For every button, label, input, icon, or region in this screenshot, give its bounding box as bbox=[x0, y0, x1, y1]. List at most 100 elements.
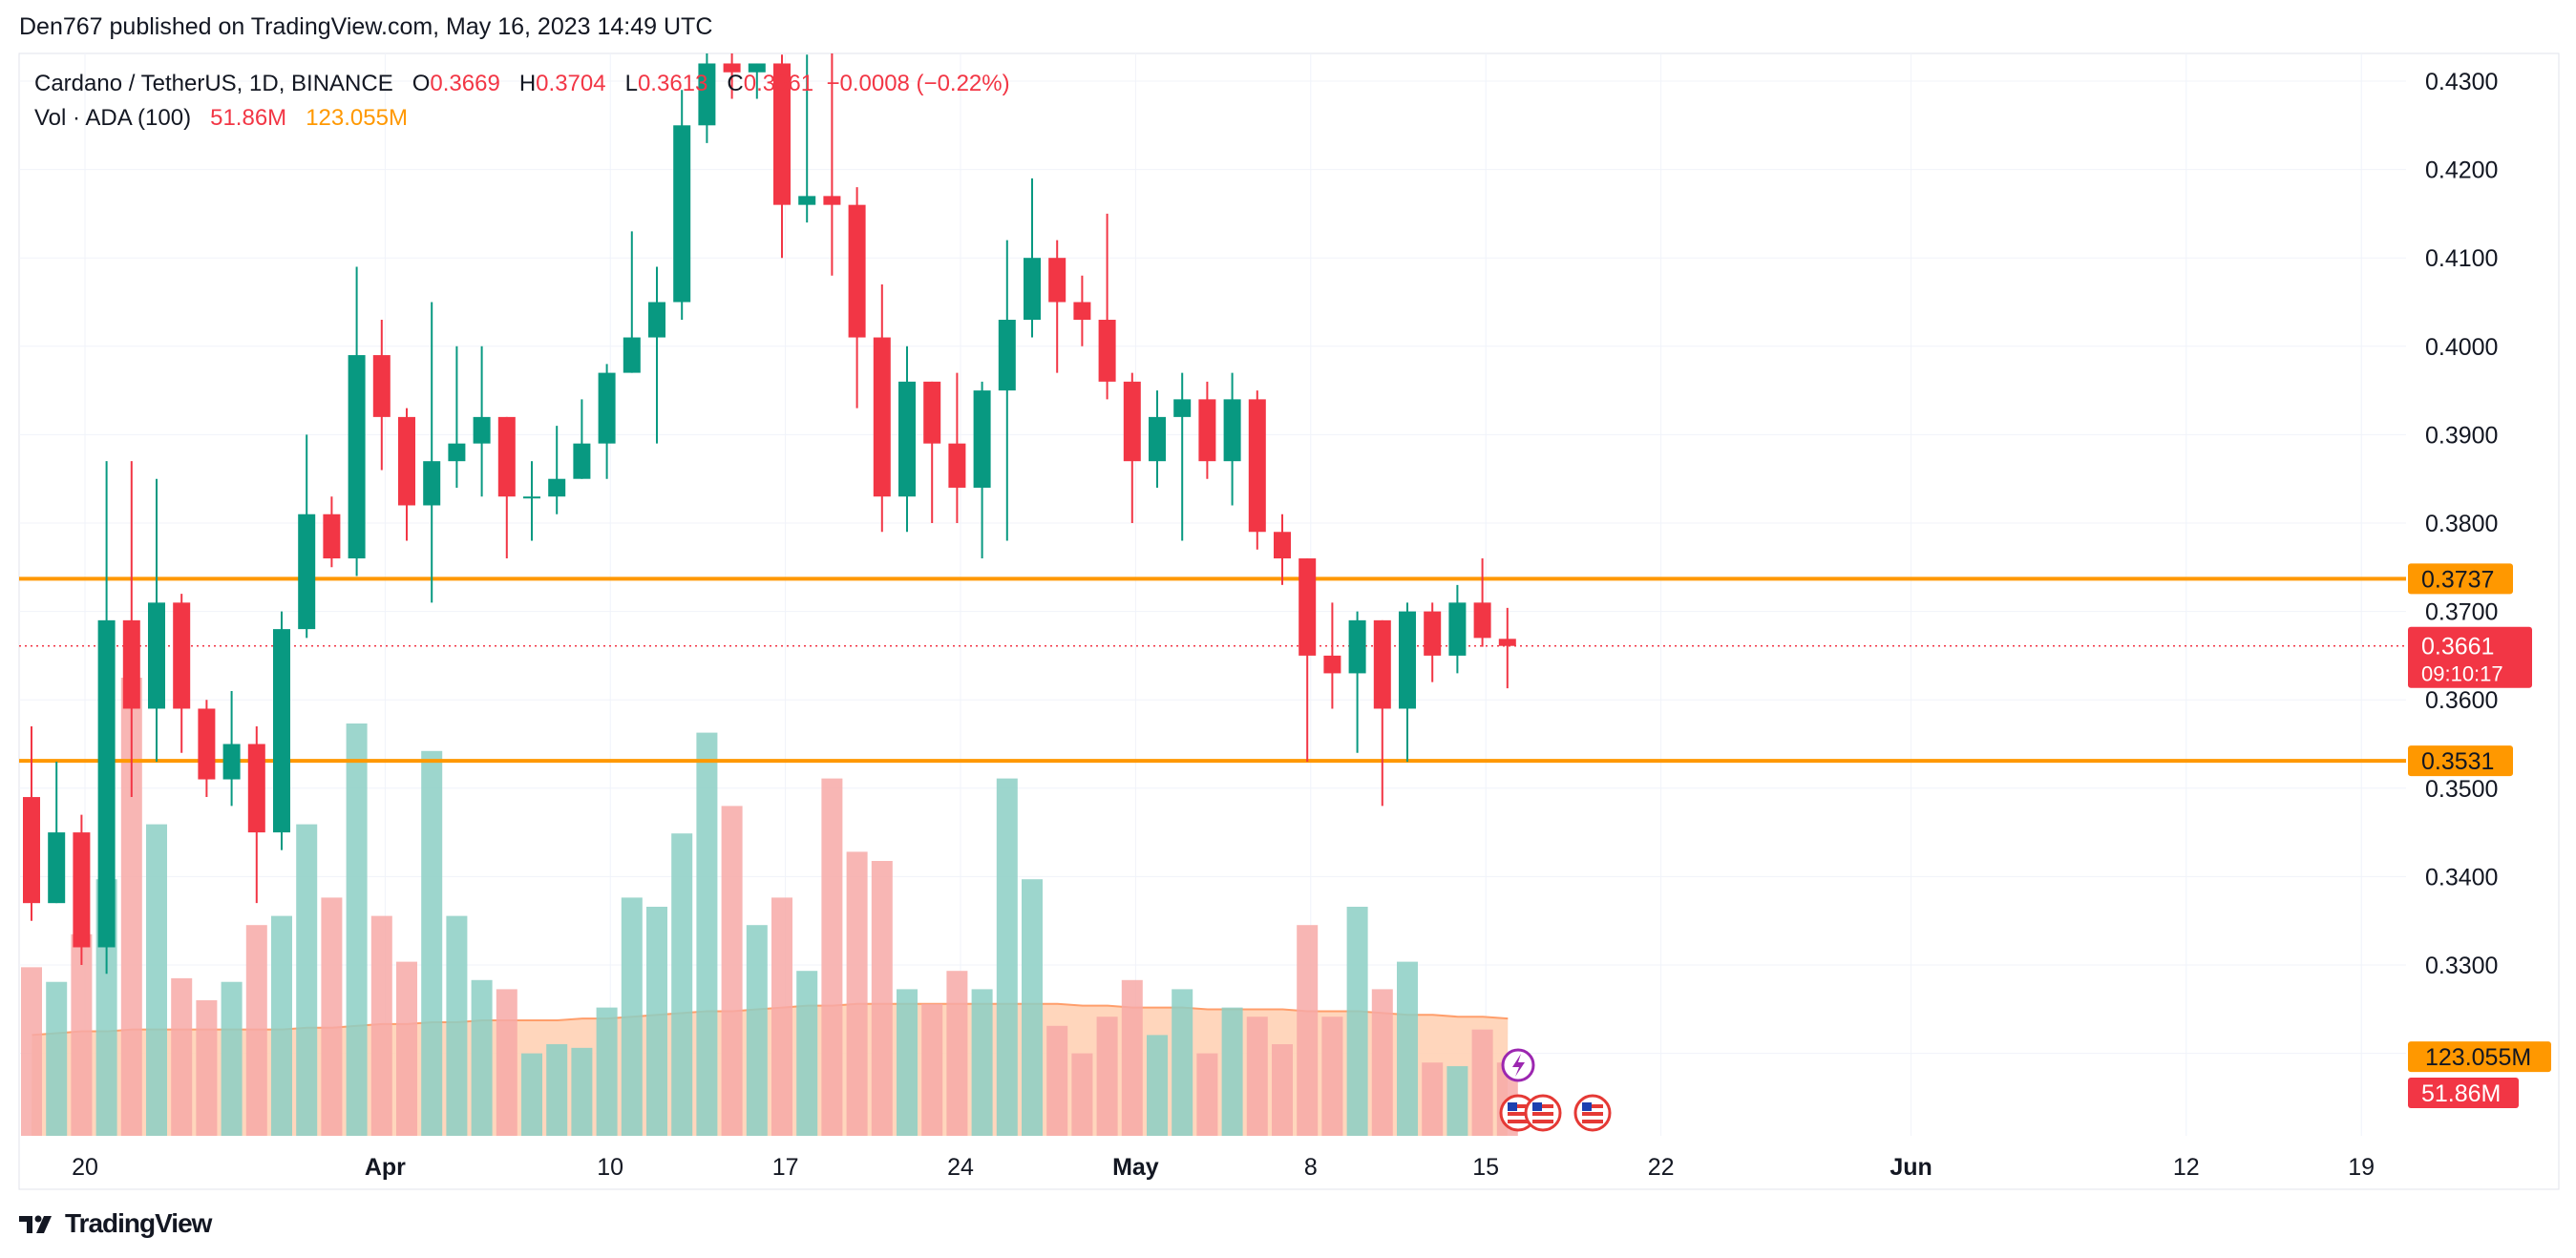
time-tick-label: 20 bbox=[72, 1154, 98, 1181]
volume-ma-badge-label: 123.055M bbox=[2425, 1044, 2531, 1071]
volume-bar bbox=[671, 833, 693, 1136]
volume-bar bbox=[146, 824, 167, 1136]
candle-down bbox=[372, 355, 391, 417]
volume-bar bbox=[1221, 1007, 1243, 1136]
candle-down bbox=[247, 744, 265, 833]
time-tick-label: 15 bbox=[1472, 1154, 1499, 1181]
price-tick-label: 0.3600 bbox=[2425, 687, 2498, 714]
volume-bar bbox=[46, 981, 68, 1136]
candle-up bbox=[673, 125, 691, 303]
volume-bar bbox=[1297, 925, 1319, 1136]
volume-bar bbox=[1121, 979, 1143, 1136]
volume-bar bbox=[1196, 1053, 1218, 1136]
low-label: L bbox=[624, 71, 638, 96]
candle-down bbox=[73, 832, 91, 948]
price-tick-label: 0.4200 bbox=[2425, 157, 2498, 184]
us-flag-icon bbox=[1573, 1094, 1612, 1132]
us-flag-icon bbox=[1524, 1094, 1562, 1132]
level-badge-label: 0.3531 bbox=[2421, 748, 2494, 775]
price-tick-label: 0.3300 bbox=[2425, 953, 2498, 979]
candle-down bbox=[923, 381, 941, 444]
candle-up bbox=[222, 744, 241, 780]
candle-down bbox=[1048, 258, 1066, 303]
volume-bar bbox=[1147, 1035, 1168, 1136]
volume-bar bbox=[971, 989, 993, 1136]
volume-bar bbox=[396, 961, 417, 1136]
price-tick-label: 0.3400 bbox=[2425, 864, 2498, 891]
time-tick-label: 22 bbox=[1648, 1154, 1675, 1181]
volume-bar bbox=[1022, 879, 1043, 1136]
candle-up bbox=[598, 372, 616, 444]
volume-bar bbox=[746, 925, 768, 1136]
high-value: 0.3704 bbox=[536, 71, 606, 96]
volume-bar bbox=[321, 897, 343, 1136]
volume-bar bbox=[446, 915, 468, 1136]
volume-bar bbox=[771, 897, 792, 1136]
candle-down bbox=[1073, 302, 1091, 321]
volume-bar bbox=[546, 1044, 568, 1136]
volume-bar bbox=[221, 981, 243, 1136]
candle-up bbox=[1223, 399, 1241, 462]
volume-bar bbox=[796, 971, 818, 1136]
candle-down bbox=[848, 204, 866, 338]
candle-up bbox=[273, 629, 290, 833]
ohlc-legend-row: Cardano / TetherUS, 1D, BINANCE O0.3669 … bbox=[34, 67, 1010, 101]
price-tick-label: 0.3800 bbox=[2425, 511, 2498, 537]
volume-bar bbox=[1446, 1066, 1468, 1136]
last-price-label: 0.3661 bbox=[2421, 634, 2494, 660]
volume-bar bbox=[120, 678, 142, 1136]
candle-down bbox=[1373, 619, 1391, 709]
candle-up bbox=[648, 302, 665, 338]
volume-bar bbox=[1071, 1053, 1093, 1136]
volume-bar bbox=[421, 750, 443, 1136]
volume-bar bbox=[1046, 1025, 1068, 1136]
time-tick-label: 17 bbox=[772, 1154, 799, 1181]
candle-up bbox=[698, 63, 716, 126]
candle-down bbox=[948, 443, 966, 488]
level-badge bbox=[2408, 563, 2513, 595]
volume-bar bbox=[1371, 989, 1393, 1136]
candle-down bbox=[773, 63, 791, 205]
volume-bar bbox=[721, 806, 743, 1136]
volume-bar bbox=[346, 723, 368, 1136]
volume-ma-value: 123.055M bbox=[306, 105, 408, 131]
symbol-title[interactable]: Cardano / TetherUS, 1D, BINANCE bbox=[34, 71, 393, 96]
volume-bar bbox=[271, 915, 292, 1136]
candle-down bbox=[398, 416, 415, 506]
candle-down bbox=[1274, 532, 1291, 559]
footer-brand[interactable]: TradingView bbox=[19, 1208, 212, 1239]
volume-bar bbox=[1096, 1017, 1118, 1136]
candle-up bbox=[97, 619, 116, 948]
chart-legend: Cardano / TetherUS, 1D, BINANCE O0.3669 … bbox=[34, 67, 1010, 136]
candle-up bbox=[998, 320, 1016, 391]
volume-bar bbox=[871, 861, 893, 1136]
volume-bar bbox=[521, 1053, 542, 1136]
candle-up bbox=[1448, 602, 1467, 656]
volume-label[interactable]: Vol · ADA (100) bbox=[34, 105, 192, 131]
high-label: H bbox=[518, 71, 537, 96]
time-tick-label: May bbox=[1112, 1154, 1159, 1181]
candle-down bbox=[1098, 320, 1116, 382]
candle-down bbox=[122, 619, 140, 709]
tradingview-logo-icon bbox=[19, 1215, 52, 1233]
candle-up bbox=[548, 478, 566, 497]
volume-bar bbox=[1246, 1017, 1268, 1136]
volume-value: 51.86M bbox=[210, 105, 287, 131]
level-badge-label: 0.3737 bbox=[2421, 566, 2494, 593]
volume-bar bbox=[921, 1003, 943, 1136]
volume-bar bbox=[21, 967, 42, 1136]
tradingview-brand-text: TradingView bbox=[65, 1208, 212, 1238]
close-value: 0.3661 bbox=[743, 71, 814, 96]
volume-bar bbox=[1321, 1017, 1343, 1136]
volume-bar bbox=[996, 778, 1018, 1136]
support-resistance-levels bbox=[19, 577, 2406, 764]
volume-bar bbox=[1471, 1029, 1493, 1136]
volume-bar bbox=[946, 971, 968, 1136]
price-tick-label: 0.3500 bbox=[2425, 776, 2498, 803]
candle-down bbox=[1424, 611, 1442, 656]
candle-up bbox=[448, 443, 466, 462]
candle-up bbox=[573, 443, 591, 479]
open-value: 0.3669 bbox=[430, 71, 500, 96]
volume-bar bbox=[846, 851, 868, 1136]
